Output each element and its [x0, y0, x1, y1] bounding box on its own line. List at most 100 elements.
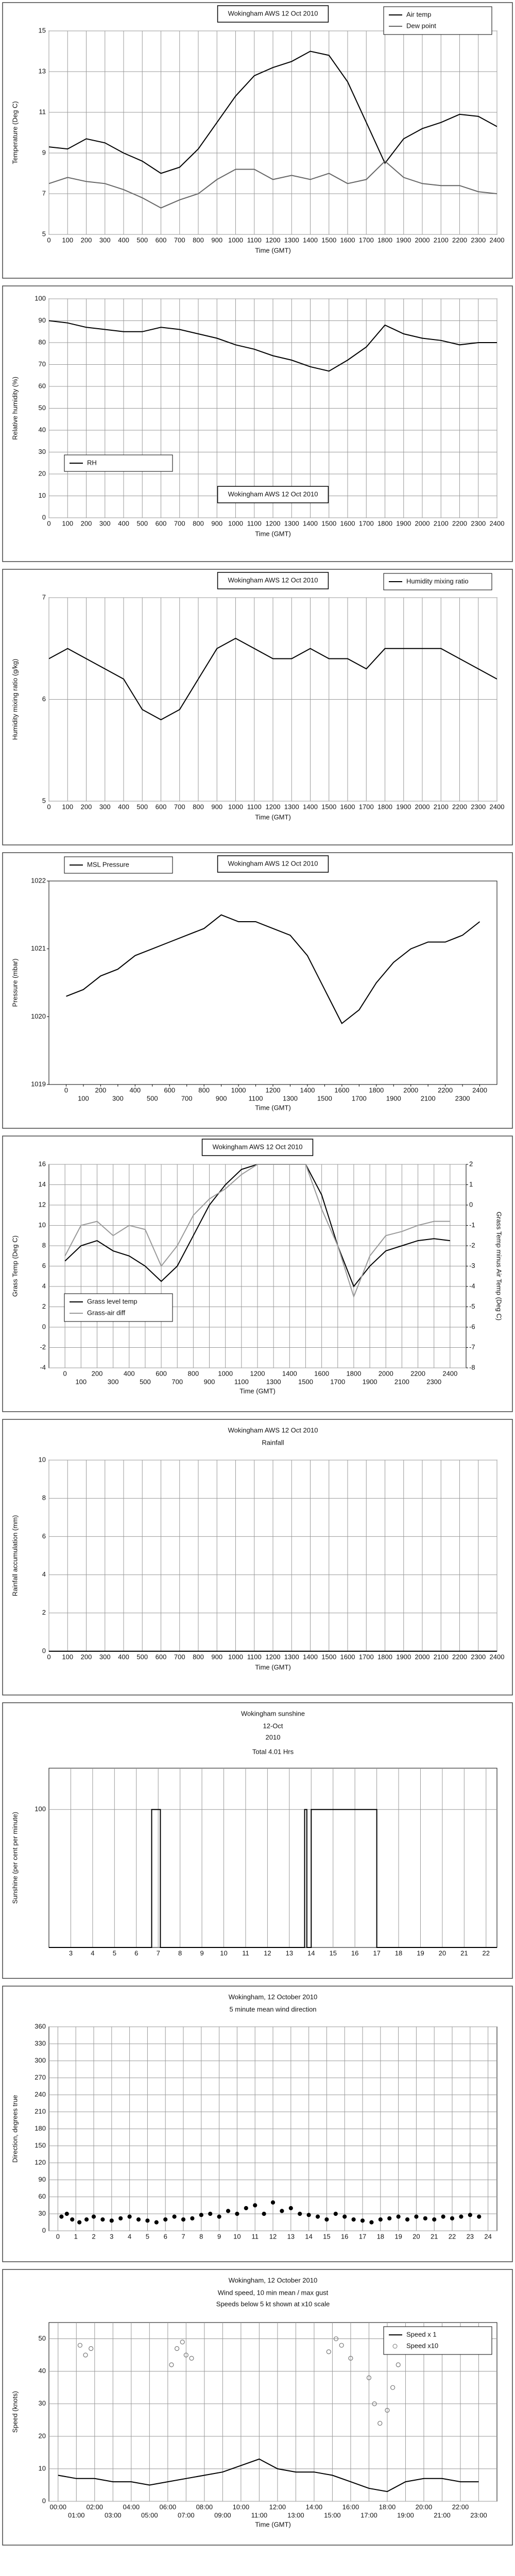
x-tick-label: 1100 [234, 1378, 249, 1385]
x-tick-label: 400 [129, 1086, 141, 1094]
x-tick-label: 2000 [415, 1653, 430, 1660]
y-axis-label: Rainfall accumulation (mm) [11, 1515, 19, 1597]
x-tick-label: 1800 [377, 236, 392, 244]
x-tick-label: 1000 [228, 1653, 243, 1660]
x-tick-label: 2200 [410, 1369, 425, 1377]
x-tick-label: 1300 [284, 236, 299, 244]
x-tick-label: 2300 [455, 1094, 470, 1102]
x-tick-label: 8 [178, 1949, 182, 1957]
x-tick-label: 1200 [250, 1369, 265, 1377]
point [414, 2214, 419, 2219]
y-axis-label: Direction, degrees true [11, 2095, 19, 2163]
x-tick-label: 1800 [377, 1653, 392, 1660]
point [306, 2213, 311, 2217]
x-tick-label: 400 [118, 236, 129, 244]
legend: Grass level temp Grass-air diff [64, 1293, 173, 1322]
x-tick-label: 700 [174, 519, 185, 527]
x-tick-label: 1600 [334, 1086, 349, 1094]
y-tick-label: 2 [42, 1302, 46, 1310]
chart-note: Speeds below 5 kt shown at x10 scale [216, 2300, 330, 2308]
point [324, 2217, 329, 2222]
point [174, 2346, 180, 2351]
point [396, 2214, 401, 2219]
x-tick-label: 18 [395, 1949, 402, 1957]
chart-title: Wokingham sunshine [241, 1709, 305, 1717]
x-tick-label: 1700 [359, 236, 374, 244]
chart-panel: 100 3 4 5 6 7 8 9 10 11 12 13 14 15 16 17 18 19 20 21 22 Suns… [2, 1702, 513, 1979]
y-tick-label: 210 [35, 2107, 46, 2115]
y2-tick-label: -2 [469, 1241, 475, 1249]
chart-panel: 1019 1020 1021 1022 0 100 200 300 400 500 600 700 80… [2, 852, 513, 1129]
x-tick-label: 1 [74, 2232, 78, 2240]
y-tick-label: 60 [39, 382, 46, 389]
x-tick-label: 2300 [471, 236, 486, 244]
chart-note: 2010 [266, 1733, 281, 1741]
x-tick-label: 16:00 [342, 2503, 359, 2511]
x-tick-label: 20 [439, 1949, 446, 1957]
x-tick-label: 300 [112, 1094, 124, 1102]
x-tick-label: 5 [113, 1949, 116, 1957]
point [348, 2355, 353, 2361]
x-tick-label: 1600 [340, 519, 355, 527]
point [183, 2352, 188, 2358]
x-tick-label: 900 [216, 1094, 227, 1102]
legend-swatch [392, 2344, 398, 2349]
legend-label: Humidity mixing ratio [406, 577, 469, 585]
title-box [217, 572, 329, 589]
x-tick-label: 2000 [379, 1369, 393, 1377]
point [208, 2211, 213, 2216]
x-tick-label: 12 [264, 1949, 271, 1957]
data-layer [49, 320, 497, 372]
x-tick-label: 800 [193, 803, 204, 810]
y-axis-label: Temperature (Deg C) [11, 101, 19, 164]
y2-tick-label: 1 [469, 1180, 473, 1188]
y-tick-label: 90 [39, 316, 46, 324]
x-tick-label: 1600 [314, 1369, 329, 1377]
x-tick-label: 700 [174, 236, 185, 244]
y2-tick-label: -1 [469, 1221, 475, 1229]
x-tick-label: 1600 [340, 236, 355, 244]
y-tick-label: -2 [40, 1343, 46, 1351]
y2-tick-label: 2 [469, 1160, 473, 1167]
x-tick-label: 300 [99, 519, 111, 527]
point [369, 2220, 374, 2225]
x-tick-label: 1300 [266, 1378, 281, 1385]
x-tick-label: 18:00 [379, 2503, 396, 2511]
chart-panel: 5 7 9 11 13 15 0 100 200 300 400 500 600 700 800 900 100… [2, 2, 513, 279]
x-tick-label: 1100 [247, 1653, 262, 1660]
x-tick-label: 1700 [359, 803, 374, 810]
x-tick-label: 18 [377, 2232, 384, 2240]
x-tick-label: 22 [449, 2232, 456, 2240]
x-tick-label: 400 [124, 1369, 135, 1377]
legend-label: Speed x 1 [406, 2330, 437, 2338]
y-tick-label: 1020 [31, 1012, 46, 1020]
point [468, 2213, 472, 2217]
y-axis-label: Sunshine (per cent per minute) [11, 1812, 19, 1904]
x-tick-label: 800 [188, 1369, 199, 1377]
point [244, 2206, 248, 2211]
legend-label: Speed x10 [406, 2342, 438, 2349]
point [154, 2220, 159, 2225]
title-box [217, 855, 329, 873]
legend-label: Air temp [406, 10, 431, 18]
x-tick-label: 200 [81, 519, 92, 527]
x-tick-label: 9 [217, 2232, 221, 2240]
point [77, 2220, 82, 2225]
x-tick-label: 0 [64, 1086, 68, 1094]
x-tick-label: 800 [193, 236, 204, 244]
x-tick-label: 1400 [303, 803, 318, 810]
x-tick-label: 800 [193, 519, 204, 527]
x-tick-label: 19:00 [397, 2511, 414, 2519]
x-tick-label: 2000 [403, 1086, 418, 1094]
x-tick-label: 2100 [394, 1378, 409, 1385]
y-tick-label: 0 [42, 2226, 46, 2234]
x-tick-label: 700 [171, 1378, 183, 1385]
x-tick-label: 14 [307, 1949, 315, 1957]
x-tick-label: 2000 [415, 803, 430, 810]
x-tick-label: 3 [69, 1949, 73, 1957]
x-tick-label: 1900 [396, 803, 411, 810]
chart-title: Wokingham AWS 12 Oct 2010 [228, 1426, 318, 1434]
